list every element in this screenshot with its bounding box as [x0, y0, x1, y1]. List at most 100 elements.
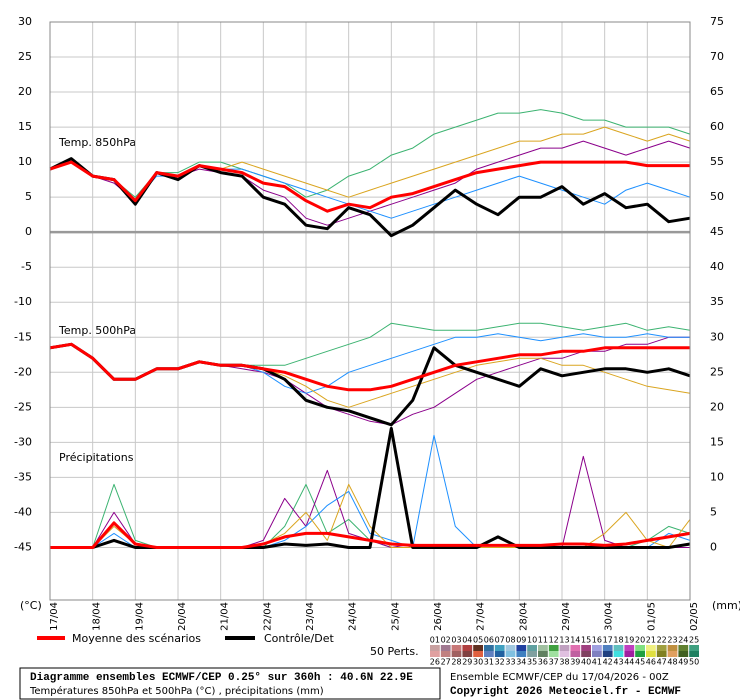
legend-label: 24	[678, 636, 688, 645]
legend-label: 06	[484, 636, 494, 645]
legend-label: 19	[624, 636, 634, 645]
y2-tick-label: 50	[710, 190, 724, 203]
panel-label: Temp. 850hPa	[58, 136, 136, 149]
y2-tick-label: 15	[710, 435, 724, 448]
y-tick-label: 15	[18, 120, 32, 133]
legend-label: 25	[689, 636, 699, 645]
legend-label: 36	[538, 658, 548, 667]
legend-swatch	[473, 645, 483, 651]
legend-swatch	[656, 651, 667, 657]
legend-label: 50	[689, 658, 699, 667]
y-tick-label: -45	[14, 540, 32, 553]
y2-tick-label: 75	[710, 15, 724, 28]
legend-swatch	[678, 645, 689, 651]
legend-swatch	[602, 645, 613, 651]
legend-swatch	[570, 651, 581, 657]
plot-border	[49, 21, 691, 601]
legend-swatch	[430, 651, 440, 657]
legend-label: 49	[678, 658, 688, 667]
y2-tick-label: 5	[710, 505, 717, 518]
legend-swatch	[462, 651, 473, 657]
legend-swatch	[548, 645, 559, 651]
legend-swatch	[592, 651, 602, 657]
legend-swatch	[581, 651, 591, 657]
legend-label: 47	[657, 658, 667, 667]
x-tick-label: 17/04	[49, 602, 60, 631]
legend-swatch	[440, 645, 451, 651]
y-tick-label: 10	[18, 155, 32, 168]
legend-label: 12	[549, 636, 559, 645]
y2-tick-label: 30	[710, 330, 724, 343]
legend-label: 32	[495, 658, 505, 667]
legend-label: 10	[527, 636, 537, 645]
legend-label: 20	[635, 636, 645, 645]
legend-swatch	[656, 645, 667, 651]
legend-swatch	[451, 651, 462, 657]
y-tick-label: -25	[14, 400, 32, 413]
legend-swatch	[646, 645, 656, 651]
legend-label: 03	[451, 636, 461, 645]
y-tick-label: -40	[14, 505, 32, 518]
y-tick-label: 0	[25, 225, 32, 238]
y-tick-label: 30	[18, 15, 32, 28]
legend-swatch	[484, 651, 494, 657]
footer-box	[19, 667, 441, 700]
x-tick-label: 25/04	[390, 602, 401, 631]
y-unit: (°C)	[20, 599, 42, 612]
legend-swatch	[548, 651, 559, 657]
legend-swatch	[667, 651, 678, 657]
legend-swatch	[527, 651, 537, 657]
legend-swatch	[635, 645, 645, 651]
x-tick-label: 29/04	[561, 602, 572, 631]
series-line	[49, 342, 690, 392]
y2-tick-label: 55	[710, 155, 724, 168]
series-line	[50, 521, 691, 549]
legend-swatch	[538, 651, 548, 657]
series-line	[49, 161, 691, 219]
legend-swatch	[689, 651, 699, 657]
legend-swatch	[635, 651, 645, 657]
legend-swatch	[473, 651, 483, 657]
y2-tick-label: 65	[710, 85, 724, 98]
series-line	[49, 160, 690, 213]
y-tick-label: 5	[25, 190, 32, 203]
legend-label: 37	[549, 658, 559, 667]
x-tick-label: 21/04	[220, 602, 231, 631]
y-tick-label: -5	[21, 260, 32, 273]
x-tick-label: 24/04	[348, 602, 359, 631]
legend-swatch	[462, 645, 473, 651]
legend-swatch	[678, 651, 689, 657]
legend-label: 08	[505, 636, 515, 645]
legend-label: 05	[473, 636, 483, 645]
y2-tick-label: 0	[710, 540, 717, 553]
legend-label: 33	[505, 658, 515, 667]
legend-label: 40	[581, 658, 591, 667]
x-tick-label: 27/04	[476, 602, 487, 631]
legend-label: 26	[430, 658, 440, 667]
y2-tick-label: 70	[710, 50, 724, 63]
y2-tick-label: 10	[710, 470, 724, 483]
y-tick-label: -15	[14, 330, 32, 343]
x-tick-label: 02/05	[689, 602, 700, 631]
footer-title: Diagramme ensembles ECMWF/CEP 0.25° sur …	[30, 672, 413, 684]
y2-tick-label: 60	[710, 120, 724, 133]
legend-swatch	[689, 645, 699, 651]
legend-label: 27	[441, 658, 451, 667]
x-tick-label: 18/04	[92, 602, 103, 631]
x-tick-label: 22/04	[262, 602, 273, 631]
footer-run: Ensemble ECMWF/CEP du 17/04/2026 - 00Z	[450, 672, 669, 683]
legend-swatch	[494, 645, 505, 651]
legend-label: 31	[484, 658, 494, 667]
legend-swatch	[646, 651, 656, 657]
x-tick-label: 23/04	[305, 602, 316, 631]
legend-swatch	[570, 645, 581, 651]
legend-swatch	[440, 651, 451, 657]
legend-label: 42	[603, 658, 613, 667]
legend-label: 30	[473, 658, 483, 667]
legend-swatch	[505, 645, 516, 651]
y2-tick-label: 35	[710, 295, 724, 308]
legend-label: 34	[516, 658, 526, 667]
legend-swatch	[602, 651, 613, 657]
y-tick-label: -35	[14, 470, 32, 483]
